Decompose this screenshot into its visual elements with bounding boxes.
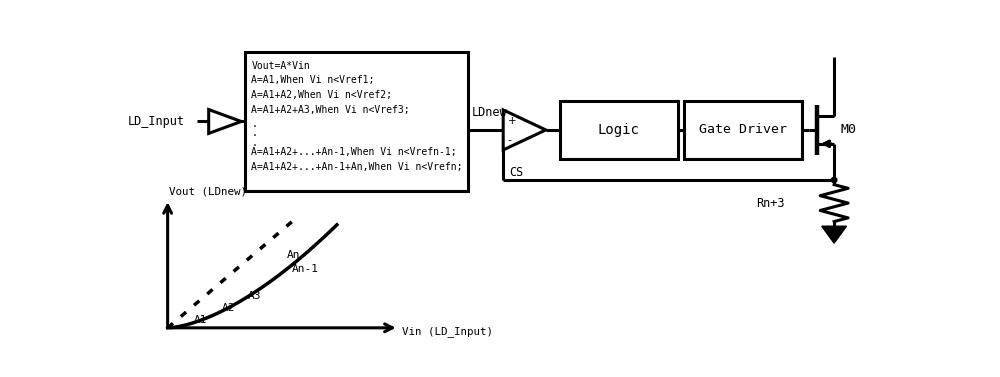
Text: LD_Input: LD_Input bbox=[128, 115, 185, 128]
Text: -: - bbox=[508, 135, 512, 145]
Bar bbox=[245, 52, 468, 191]
Text: LDnew: LDnew bbox=[471, 106, 507, 120]
Text: Logic: Logic bbox=[598, 123, 640, 137]
Text: Gate Driver: Gate Driver bbox=[699, 123, 787, 136]
Text: .: . bbox=[251, 129, 257, 138]
Text: A=A1+A2+...+An-1+An,When Vi n<Vrefn;: A=A1+A2+...+An-1+An,When Vi n<Vrefn; bbox=[251, 162, 463, 172]
Text: A=A1,When Vi n<Vref1;: A=A1,When Vi n<Vref1; bbox=[251, 75, 375, 85]
Text: A=A1+A2,When Vi n<Vref2;: A=A1+A2,When Vi n<Vref2; bbox=[251, 90, 392, 100]
Polygon shape bbox=[503, 110, 546, 150]
Text: CS: CS bbox=[509, 166, 524, 179]
Text: .: . bbox=[251, 138, 257, 148]
Text: A1: A1 bbox=[194, 315, 207, 325]
Bar bbox=[560, 101, 678, 159]
Text: M0: M0 bbox=[840, 123, 856, 136]
Polygon shape bbox=[822, 226, 847, 243]
Polygon shape bbox=[209, 110, 241, 133]
Text: An: An bbox=[287, 250, 300, 260]
Bar bbox=[684, 101, 802, 159]
Text: A=A1+A2+...+An-1,When Vi n<Vrefn-1;: A=A1+A2+...+An-1,When Vi n<Vrefn-1; bbox=[251, 147, 457, 157]
Text: A3: A3 bbox=[248, 291, 261, 301]
Text: Vout (LDnew): Vout (LDnew) bbox=[169, 187, 247, 196]
Circle shape bbox=[831, 177, 837, 183]
Text: An-1: An-1 bbox=[291, 264, 318, 274]
Text: .: . bbox=[251, 119, 257, 129]
Text: +: + bbox=[508, 116, 516, 126]
Text: Vin (LD_Input): Vin (LD_Input) bbox=[402, 326, 493, 337]
Text: Rn+3: Rn+3 bbox=[757, 196, 785, 210]
Text: A2: A2 bbox=[222, 303, 235, 313]
Text: A=A1+A2+A3,When Vi n<Vref3;: A=A1+A2+A3,When Vi n<Vref3; bbox=[251, 104, 410, 115]
Text: Vout=A*Vin: Vout=A*Vin bbox=[251, 61, 310, 70]
